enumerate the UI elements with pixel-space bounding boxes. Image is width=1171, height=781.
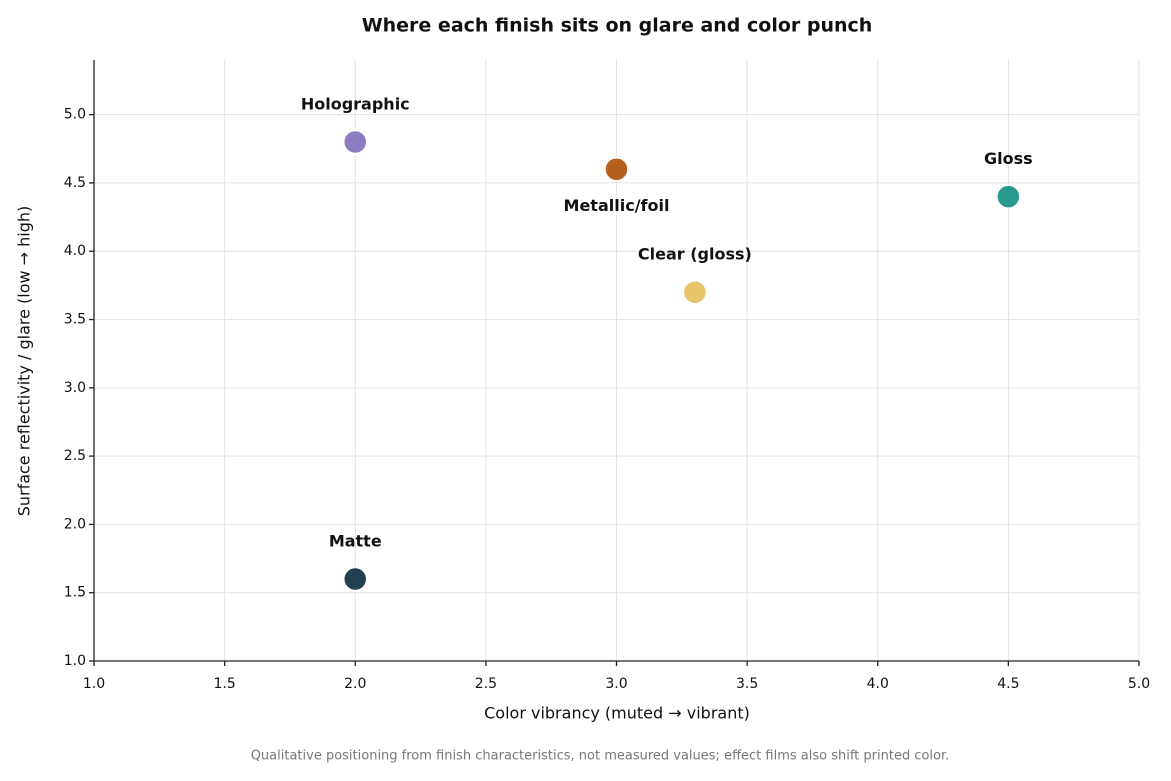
y-tick-label: 2.5 bbox=[64, 448, 86, 464]
x-tick-label: 3.5 bbox=[736, 676, 758, 692]
plot: Matte Holographic Metallic/foil Clear (glos… bbox=[301, 94, 1033, 592]
point-label: Metallic/foil bbox=[564, 196, 670, 215]
chart-title: Where each finish sits on glare and colo… bbox=[362, 15, 873, 37]
x-tick-label: 1.0 bbox=[83, 676, 105, 692]
x-axis-label: Color vibrancy (muted → vibrant) bbox=[484, 704, 750, 723]
x-tick-label: 5.0 bbox=[1128, 676, 1150, 692]
y-tick-label: 2.0 bbox=[64, 516, 86, 532]
x-tick-label: 2.5 bbox=[475, 676, 497, 692]
y-tick-label: 4.5 bbox=[64, 175, 86, 191]
point bbox=[604, 157, 629, 182]
y-tick-label: 1.5 bbox=[64, 585, 86, 601]
point bbox=[996, 184, 1021, 209]
x-tick-label: 3.0 bbox=[605, 676, 627, 692]
y-tick-label: 3.5 bbox=[64, 312, 86, 328]
x-tick-label: 1.5 bbox=[213, 676, 235, 692]
point-label: Holographic bbox=[301, 94, 410, 113]
y-tick-label: 4.0 bbox=[64, 243, 86, 259]
footnote: Qualitative positioning from finish char… bbox=[251, 749, 950, 764]
x-tick-label: 4.0 bbox=[867, 676, 889, 692]
point bbox=[343, 566, 368, 592]
y-tick-label: 1.0 bbox=[64, 653, 86, 669]
point-label: Matte bbox=[329, 532, 382, 551]
grid bbox=[93, 60, 1140, 662]
y-axis-label: Surface reflectivity / glare (low → high… bbox=[15, 206, 34, 517]
x-tick-label: 4.5 bbox=[997, 676, 1019, 692]
y-tick-label: 3.0 bbox=[64, 380, 86, 396]
point bbox=[682, 279, 708, 305]
point-label: Gloss bbox=[984, 149, 1033, 168]
x-tick-label: 2.0 bbox=[344, 676, 366, 692]
point bbox=[343, 129, 368, 155]
y-tick-label: 5.0 bbox=[64, 107, 86, 123]
point-label: Clear (gloss) bbox=[638, 245, 752, 264]
